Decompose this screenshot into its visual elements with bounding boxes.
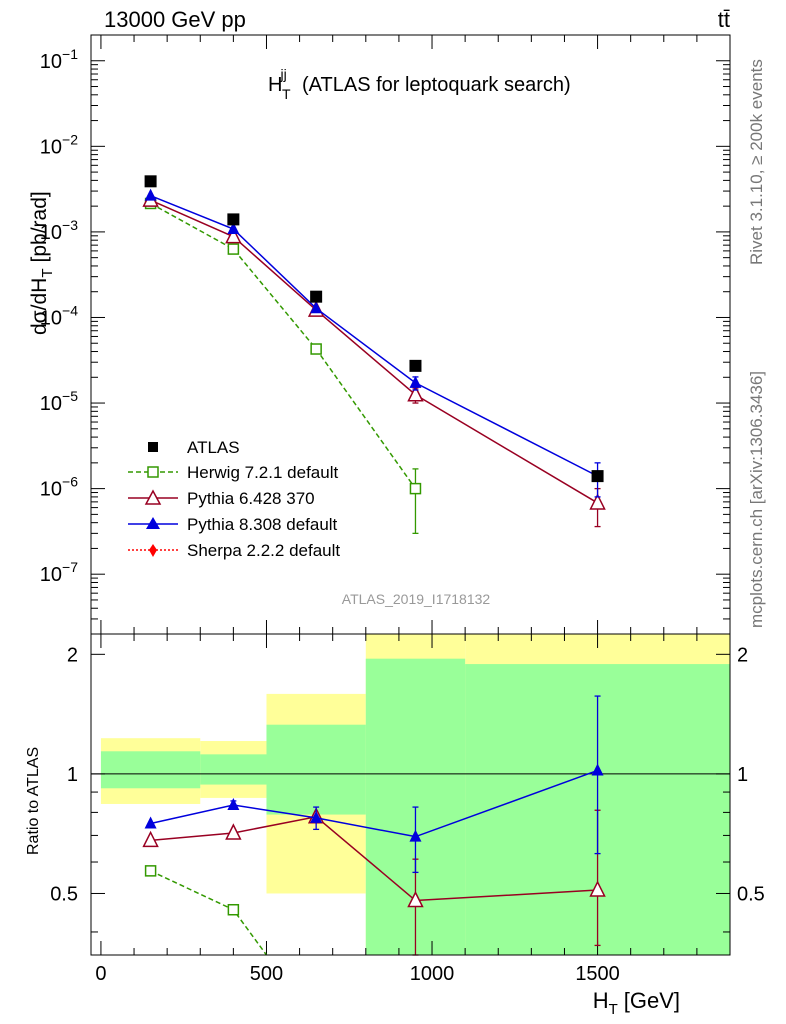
legend-marker-sherpa — [149, 544, 157, 557]
legend-item-sherpa: Sherpa 2.2.2 default — [128, 541, 340, 560]
legend-label-pythia8: Pythia 8.308 default — [187, 515, 338, 534]
data-point — [407, 385, 424, 402]
ratio-band-green — [100, 751, 201, 789]
xtick-label: 500 — [250, 963, 283, 985]
series-line — [150, 194, 598, 477]
data-point — [227, 903, 240, 916]
ratio-ytick-labels: 0.5 0.5 1 1 2 2 — [50, 644, 765, 905]
legend-label-pythia6: Pythia 6.428 370 — [187, 489, 315, 508]
ratio-band-green — [266, 724, 366, 815]
legend-item-pythia8: Pythia 8.308 default — [128, 515, 338, 534]
legend-label-herwig: Herwig 7.2.1 default — [187, 463, 338, 482]
plot-title: Hjj T (ATLAS for leptoquark search) — [268, 66, 571, 102]
data-point — [144, 188, 157, 201]
legend-marker-atlas — [148, 442, 158, 452]
watermark: ATLAS_2019_I1718132 — [342, 591, 491, 607]
data-point — [591, 470, 604, 483]
data-point — [144, 175, 157, 188]
data-point — [409, 375, 422, 388]
data-point — [409, 482, 422, 495]
data-point — [589, 493, 606, 510]
data-point — [310, 301, 323, 314]
mcplots-label: mcplots.cern.ch [arXiv:1306.3436] — [747, 371, 766, 628]
data-point — [591, 763, 604, 776]
data-point — [227, 798, 240, 811]
data-point — [227, 222, 240, 235]
data-point — [409, 829, 422, 842]
data-point — [142, 830, 159, 848]
ratio-ytick-label-right: 0.5 — [737, 883, 765, 905]
series-atlas — [144, 175, 604, 483]
title-sub: T — [282, 86, 291, 102]
main-ytick-label: 10−5 — [40, 388, 78, 415]
ratio-frame — [90, 633, 731, 956]
series-herwig-7-2-1-default — [144, 865, 268, 956]
data-point — [227, 213, 240, 226]
legend-label-sherpa: Sherpa 2.2.2 default — [187, 541, 340, 560]
legend-item-herwig: Herwig 7.2.1 default — [128, 463, 338, 482]
legend-marker-pythia8 — [146, 517, 160, 529]
data-point — [589, 880, 606, 897]
main-ytick-label: 10−6 — [40, 474, 78, 501]
xtick-label: 1000 — [410, 963, 455, 985]
ratio-series — [142, 695, 606, 956]
ratio-ytick-label-left: 0.5 — [50, 883, 78, 905]
main-ytick-label: 10−2 — [40, 131, 78, 158]
ylabel-sub: T — [39, 269, 56, 278]
x-axis-label: HT [GeV] — [593, 988, 680, 1018]
main-ytick-label: 10−7 — [40, 559, 78, 586]
ratio-band-green — [200, 754, 267, 785]
xlabel-main: H — [593, 988, 609, 1013]
series-pythia-8-308-default — [144, 695, 604, 874]
ratio-ytick-label-right: 2 — [737, 644, 748, 666]
series-line — [150, 870, 268, 956]
ratio-xtick-labels: 0 500 1000 1500 — [95, 963, 619, 985]
ratio-ytick-label-right: 1 — [737, 764, 748, 786]
main-ytick-label: 10−1 — [40, 46, 78, 73]
title-main: H — [268, 74, 282, 96]
title-rest: (ATLAS for leptoquark search) — [302, 74, 571, 96]
data-point — [407, 890, 424, 908]
legend-item-atlas: ATLAS — [148, 438, 240, 457]
rivet-label: Rivet 3.1.10, ≥ 200k events — [747, 59, 766, 265]
header-right: tt̄ — [718, 7, 730, 32]
main-ytick-labels: 10−1 10−2 10−3 10−4 10−5 10−6 10−7 — [40, 46, 78, 586]
main-ylabel: dσ/dHT [pb/rad] — [28, 191, 56, 335]
ratio-ylabel: Ratio to ATLAS — [25, 747, 42, 855]
xlabel-sub: T — [609, 1001, 618, 1018]
legend-marker-pythia6 — [144, 489, 162, 505]
data-point — [144, 816, 157, 829]
main-ytick-label: 10−4 — [40, 302, 78, 329]
data-point — [310, 290, 323, 303]
data-point — [227, 243, 240, 255]
header-left: 13000 GeV pp — [104, 7, 246, 32]
xtick-label: 1500 — [575, 963, 620, 985]
legend-item-pythia6: Pythia 6.428 370 — [128, 489, 315, 508]
legend: ATLAS Herwig 7.2.1 default Pythia 6.428 … — [128, 438, 340, 560]
ratio-panel: 0.5 0.5 1 1 2 2 0 500 1000 1500 Ratio to ATLAS H… — [25, 633, 765, 1018]
title-sup: jj — [279, 66, 286, 82]
main-panel: 10−1 10−2 10−3 10−4 10−5 10−6 10−7 Hjj T (ATLAS … — [28, 34, 731, 635]
data-point — [409, 359, 422, 372]
data-point — [310, 343, 322, 355]
series-herwig-7-2-1-default — [144, 197, 422, 535]
main-ticks — [91, 34, 731, 635]
legend-label-atlas: ATLAS — [187, 438, 240, 457]
ratio-ytick-label-left: 2 — [67, 644, 78, 666]
ratio-ytick-label-left: 1 — [67, 764, 78, 786]
legend-marker-herwig — [147, 466, 159, 478]
data-point — [225, 226, 242, 244]
ylabel-main: dσ/dH — [28, 278, 51, 335]
ylabel-rest: [pb/rad] — [28, 191, 51, 262]
data-point — [225, 823, 242, 840]
xtick-label: 0 — [95, 963, 106, 985]
data-point — [310, 810, 323, 823]
main-ytick-label: 10−3 — [40, 217, 78, 244]
main-series — [142, 175, 606, 535]
xlabel-rest: [GeV] — [624, 988, 680, 1013]
data-point — [144, 865, 157, 877]
